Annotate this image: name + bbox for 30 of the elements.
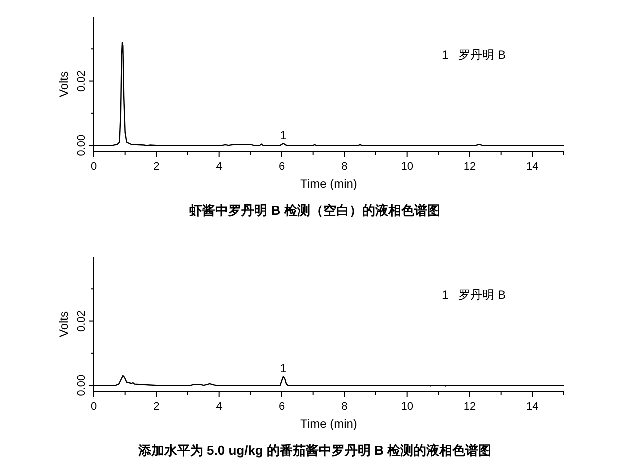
x-tick-label: 8 (342, 161, 348, 173)
y-tick-label: 0.00 (76, 134, 88, 156)
x-tick-label: 4 (216, 161, 222, 173)
y-tick-label: 0.02 (76, 310, 88, 332)
x-tick-label: 14 (526, 401, 539, 413)
text: 添加水平为 5.0 ug/kg 的番茄酱中罗丹明 B 检测的液相色谱图 (137, 443, 492, 458)
x-tick-label: 2 (154, 401, 160, 413)
x-tick-label: 8 (342, 401, 348, 413)
x-tick-label: 6 (278, 161, 286, 173)
x-tick-label: 10 (401, 161, 414, 173)
x-axis-title: Time (min) (300, 417, 358, 431)
x-tick-label: 10 (401, 401, 414, 413)
annotation: 1 (280, 128, 288, 143)
x-tick-label: 2 (154, 161, 160, 173)
text: 虾酱中罗丹明 B 检测（空白）的液相色谱图 (188, 203, 440, 218)
y-tick-label: 0.02 (76, 70, 88, 92)
x-tick-label: 14 (526, 161, 539, 173)
x-tick-label: 12 (464, 161, 476, 173)
x-tick-label: 12 (464, 401, 476, 413)
x-tick-label: 0 (90, 161, 98, 173)
x-tick-label: 4 (216, 401, 222, 413)
annotation: 1 (280, 362, 288, 376)
x-axis-title: Time (min) (300, 177, 358, 191)
x-tick-label: 0 (90, 401, 98, 413)
x-tick-label: 6 (278, 401, 286, 413)
annotation: 1 罗丹明 B (442, 288, 506, 302)
y-tick-label: 0.00 (76, 374, 88, 396)
annotation: 1 罗丹明 B (442, 48, 506, 62)
y-axis-title: Volts (57, 311, 71, 338)
y-axis-title: Volts (57, 71, 71, 98)
